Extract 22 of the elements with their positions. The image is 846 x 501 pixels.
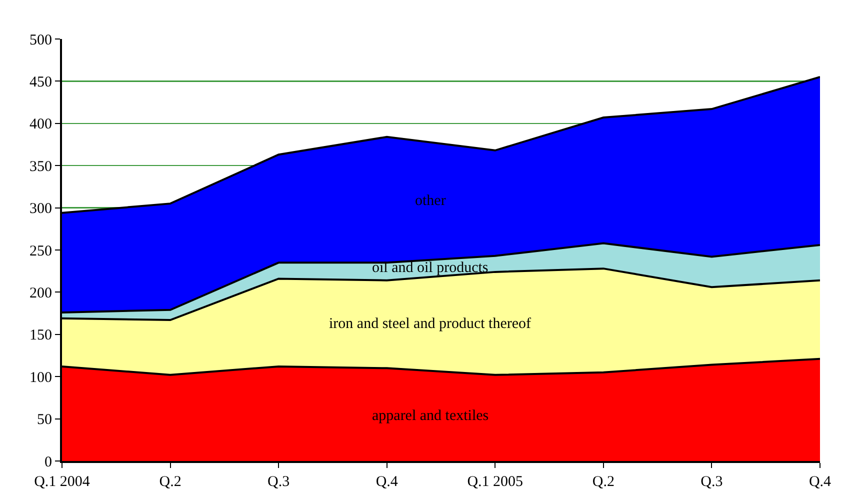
x-tick-label: Q.1 2004 [34,474,90,490]
series-label: iron and steel and product thereof [329,316,532,332]
series-label: apparel and textiles [372,408,489,424]
x-tick-label: Q.4 [808,474,832,490]
x-tick-label: Q.2 [592,474,614,490]
x-tick-label: Q.3 [700,474,723,490]
y-tick-label: 300 [30,201,52,218]
x-tick-label: Q.4 [376,474,398,490]
y-tick-label: 150 [30,328,52,344]
x-tick-label: Q.2 [159,474,182,490]
y-tick-label: 250 [30,243,52,260]
y-tick-label: 200 [30,285,52,302]
series-label: other [415,193,446,209]
x-tick-label: Q.3 [268,474,290,490]
y-tick-label: 500 [30,32,52,48]
y-tick-label: 350 [30,158,52,175]
y-tick-label: 100 [30,370,52,386]
x-tick-label: Q.1 2005 [467,474,524,490]
y-tick-label: 50 [37,412,52,428]
y-tick-label: 450 [30,74,52,90]
y-tick-label: 400 [30,116,52,133]
y-tick-label: 0 [44,454,52,470]
